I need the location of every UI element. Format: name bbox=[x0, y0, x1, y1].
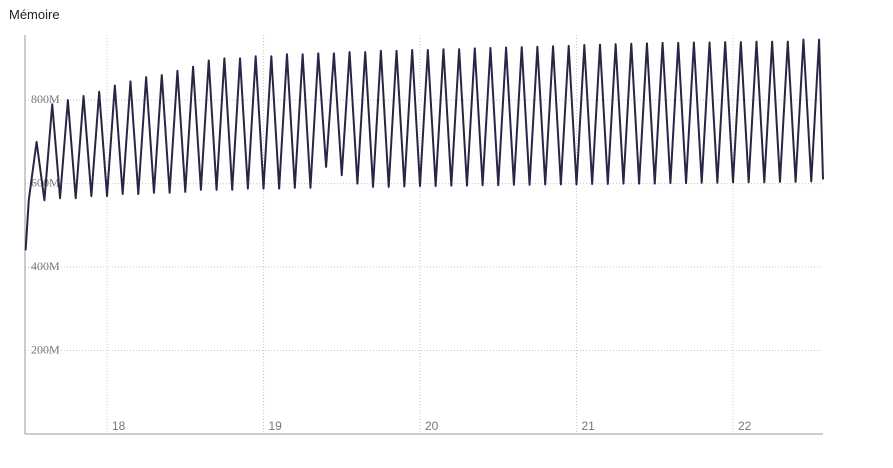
x-tick-label: 22 bbox=[738, 419, 752, 433]
x-tick-label: 21 bbox=[582, 419, 596, 433]
y-tick-label: 800M bbox=[31, 92, 60, 106]
memory-line bbox=[24, 38, 824, 251]
y-tick-label: 200M bbox=[31, 342, 60, 356]
x-tick-label: 20 bbox=[425, 419, 439, 433]
chart-title: Mémoire bbox=[9, 7, 60, 22]
y-tick-label: 400M bbox=[31, 259, 60, 273]
x-tick-label: 19 bbox=[269, 419, 283, 433]
x-tick-label: 18 bbox=[112, 419, 126, 433]
